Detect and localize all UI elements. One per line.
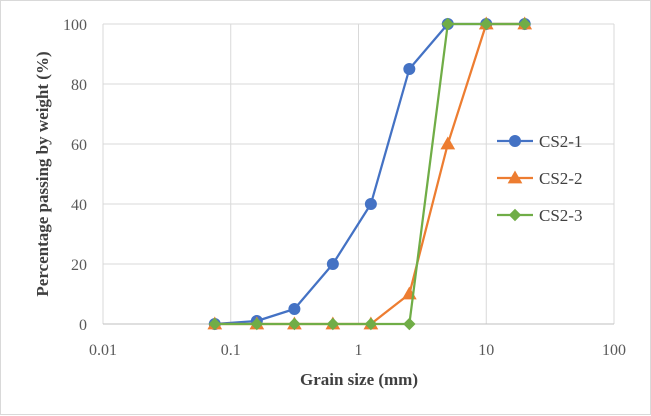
data-point-CS2-1: [288, 303, 301, 315]
x-tick-label: 1: [355, 342, 363, 359]
legend-label: CS2-1: [539, 132, 582, 151]
series-line-CS2-3: [214, 22, 525, 326]
grid-layer: [102, 23, 615, 325]
y-tick-label: 40: [71, 197, 87, 214]
legend-entry-CS2-3: CS2-3: [497, 206, 582, 225]
legend-entry-CS2-2: CS2-2: [497, 169, 582, 188]
data-point-CS2-3: [364, 317, 378, 331]
data-point-CS2-1: [326, 258, 339, 270]
series-CS2-3: [208, 17, 531, 331]
legend: CS2-1 CS2-2 CS2-3: [497, 132, 582, 225]
data-point-CS2-3: [518, 17, 531, 31]
data-point-CS2-2: [440, 136, 456, 150]
data-point-CS2-3: [326, 317, 340, 331]
y-tick-label: 100: [63, 17, 87, 34]
y-axis-title: Percentage passing by weight (%): [33, 51, 52, 296]
data-point-CS2-1: [364, 198, 377, 210]
data-point-CS2-3: [480, 17, 493, 31]
x-tick-label: 10: [478, 342, 494, 359]
data-point-CS2-3: [441, 17, 455, 31]
series-CS2-2: [207, 16, 533, 330]
data-point-CS2-3: [250, 317, 264, 331]
legend-label: CS2-2: [539, 169, 582, 188]
data-point-CS2-1: [403, 63, 416, 75]
series-line-CS2-2: [214, 22, 525, 326]
axis-layer: 0.01 0.1 1 10 100 0 20 40 60 80 100: [63, 17, 626, 359]
legend-marker: [509, 135, 521, 147]
data-point-CS2-3: [208, 317, 221, 331]
legend-entry-CS2-1: CS2-1: [497, 132, 582, 151]
series-line-CS2-1: [214, 22, 525, 326]
series-CS2-1: [208, 18, 531, 330]
legend-marker: [507, 170, 523, 184]
legend-marker: [508, 208, 522, 222]
legend-label: CS2-3: [539, 206, 582, 225]
series-layer: [207, 16, 533, 331]
x-tick-label: 100: [602, 342, 626, 359]
x-tick-label: 0.01: [89, 342, 117, 359]
data-point-CS2-3: [288, 317, 301, 331]
y-tick-label: 20: [71, 257, 87, 274]
x-tick-label: 0.1: [221, 342, 241, 359]
data-point-CS2-3: [403, 317, 416, 331]
x-axis-title: Grain size (mm): [300, 370, 418, 389]
y-tick-label: 80: [71, 77, 87, 94]
y-tick-label: 0: [79, 317, 87, 334]
y-tick-label: 60: [71, 137, 87, 154]
